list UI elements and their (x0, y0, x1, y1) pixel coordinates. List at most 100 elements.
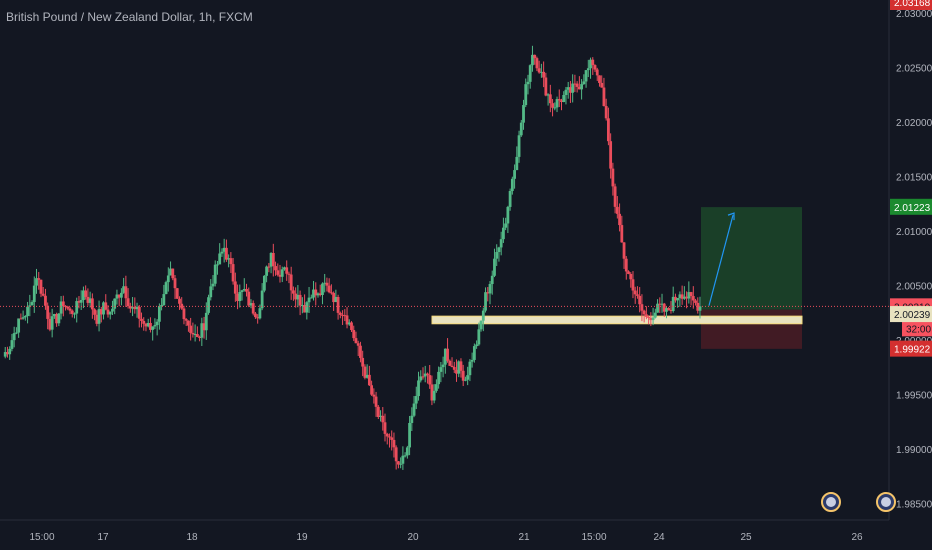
candle-body (356, 343, 360, 346)
candle-body (262, 275, 266, 291)
candle-body (510, 178, 514, 192)
candle-body (600, 82, 604, 88)
candle-body (573, 83, 577, 85)
candle-body (23, 316, 27, 318)
candle-body (39, 279, 43, 294)
candle-body (580, 84, 583, 90)
candle-body (231, 264, 235, 282)
candle-body (247, 291, 251, 306)
candle-body (251, 303, 255, 314)
support-band[interactable] (431, 315, 803, 325)
candle-body (392, 439, 396, 448)
candle-body (307, 297, 311, 303)
candle-body (28, 305, 32, 307)
candle-body (544, 77, 548, 96)
candle-body (493, 258, 496, 276)
y-tick-label: 2.01500 (896, 173, 932, 184)
candle-body (448, 360, 452, 366)
candle-body (660, 303, 664, 305)
candle-body (560, 100, 563, 103)
candle-body (461, 370, 465, 381)
candle-body (82, 290, 85, 301)
candle-body (582, 81, 586, 85)
candle-body (111, 308, 114, 312)
candle-body (316, 293, 320, 296)
candle-body (10, 340, 14, 349)
candle-body (526, 81, 530, 85)
candle-body (220, 251, 224, 254)
candle-body (327, 285, 331, 293)
candle-body (329, 292, 333, 294)
candle-body (486, 292, 490, 294)
stop-price-label-bg (890, 340, 932, 357)
candle-body (519, 122, 523, 136)
candle-body (200, 323, 204, 338)
candle-body (682, 296, 686, 299)
candle-body (566, 87, 570, 90)
candle-body (289, 274, 293, 291)
candle-body (535, 58, 539, 69)
candle-body (236, 293, 239, 302)
projection-arrow[interactable] (708, 214, 734, 306)
candle-body (296, 294, 300, 300)
nzd-event-flag-icon[interactable] (876, 492, 896, 512)
candle-body (423, 373, 427, 377)
target-zone[interactable] (701, 207, 802, 310)
candle-body (222, 247, 226, 252)
candle-body (334, 296, 338, 303)
candle-body (598, 75, 601, 83)
candle-body (430, 384, 434, 401)
candle-body (256, 317, 260, 319)
candle-body (191, 332, 195, 335)
candle-body (548, 94, 552, 104)
candle-body (354, 338, 358, 344)
candle-body (269, 252, 273, 267)
candle-body (312, 289, 315, 298)
candle-body (680, 294, 684, 299)
candle-body (254, 313, 257, 318)
candle-body (627, 271, 630, 274)
candle-body (649, 318, 653, 321)
candle-body (452, 367, 456, 370)
candle-body (26, 306, 29, 317)
candle-body (394, 447, 398, 462)
candle-body (21, 317, 25, 319)
candle-body (374, 396, 378, 407)
gbp-event-flag-icon[interactable] (821, 492, 841, 512)
candle-body (551, 103, 554, 108)
candle-body (341, 314, 344, 316)
candle-body (636, 294, 639, 296)
candle-body (86, 296, 90, 303)
candle-body (359, 345, 362, 358)
candle-body (689, 292, 693, 297)
x-tick-label: 15:00 (29, 532, 54, 543)
candle-body (44, 295, 47, 306)
x-tick-label: 24 (653, 532, 665, 543)
stop-zone[interactable] (701, 309, 802, 349)
candle-body (90, 298, 94, 310)
y-tick-label: 1.98500 (896, 500, 932, 511)
candle-body (441, 364, 445, 368)
candle-body (265, 266, 269, 276)
candle-body (149, 322, 152, 330)
candle-body (676, 298, 680, 301)
candle-body (428, 375, 432, 385)
candle-body (372, 394, 376, 397)
candle-body (555, 99, 559, 108)
candle-body (166, 275, 170, 283)
candle-body (8, 348, 12, 355)
x-tick-label: 15:00 (581, 532, 606, 543)
candle-body (260, 290, 264, 309)
candle-body (464, 379, 467, 381)
candle-body (224, 247, 228, 260)
candle-body (571, 83, 575, 93)
y-tick-label: 1.99000 (896, 445, 932, 456)
candle-body (283, 267, 286, 270)
candle-body (531, 54, 534, 66)
candle-body (665, 308, 668, 312)
candle-body (432, 390, 436, 401)
candle-body (674, 296, 677, 301)
candle-body (602, 87, 606, 107)
candle-body (417, 380, 420, 397)
